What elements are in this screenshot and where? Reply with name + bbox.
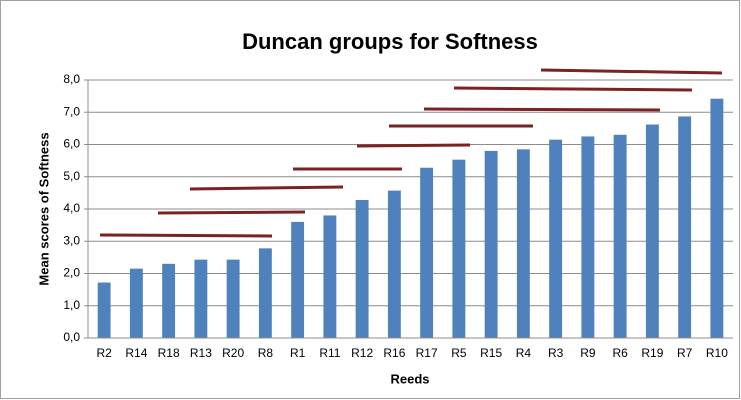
y-tick-label: 2,0 <box>63 266 80 280</box>
y-tick-label: 5,0 <box>63 169 80 183</box>
bar <box>452 159 466 338</box>
x-tick-label: R13 <box>190 346 212 360</box>
y-tick-label: 0,0 <box>63 330 80 344</box>
y-tick-label: 3,0 <box>63 233 80 247</box>
bar <box>97 282 111 338</box>
group-line <box>540 68 723 75</box>
bar <box>549 139 563 338</box>
plot: 0,0 1,0 2,0 3,0 4,0 5,0 6,0 7,0 8,0 R2 R14 R18 R13 R2… <box>63 72 733 360</box>
x-tick-label: R9 <box>580 346 596 360</box>
chart-title: Duncan groups for Softness <box>242 29 538 54</box>
x-tick-label: R16 <box>383 346 405 360</box>
x-tick-label: R3 <box>548 346 564 360</box>
x-tick-label: R6 <box>612 346 628 360</box>
group-line <box>157 210 306 215</box>
bar <box>323 215 337 338</box>
group-line <box>356 143 471 148</box>
bar <box>420 167 434 338</box>
y-tick-label: 6,0 <box>63 137 80 151</box>
duncan-groups <box>99 68 723 238</box>
bar <box>613 134 627 338</box>
x-tick-label: R5 <box>451 346 467 360</box>
bar <box>355 199 369 338</box>
group-line <box>189 185 344 191</box>
bar <box>162 263 176 338</box>
bar <box>484 150 498 338</box>
x-tick-label: R17 <box>416 346 438 360</box>
y-tick-label: 8,0 <box>63 72 80 86</box>
bar <box>678 116 692 338</box>
bar <box>226 259 240 338</box>
y-tick-label: 1,0 <box>63 298 80 312</box>
x-tick-label: R14 <box>125 346 147 360</box>
bar <box>258 248 272 338</box>
x-tick-label: R7 <box>677 346 693 360</box>
bar <box>194 259 208 338</box>
bar <box>645 124 659 338</box>
x-tick-label: R1 <box>290 346 306 360</box>
x-axis-label: Reeds <box>390 371 429 386</box>
x-tick-label: R18 <box>158 346 180 360</box>
x-tick-label: R12 <box>351 346 373 360</box>
bar <box>291 221 305 338</box>
group-line <box>99 233 273 238</box>
group-line <box>453 86 693 92</box>
x-tick-label: R19 <box>641 346 663 360</box>
x-tick-label: R8 <box>258 346 274 360</box>
y-tick-label: 4,0 <box>63 201 80 215</box>
bar <box>710 98 724 338</box>
x-tick-label: R4 <box>516 346 532 360</box>
bar <box>581 136 595 338</box>
y-axis-label: Mean scores of Softness <box>36 132 51 285</box>
x-tick-label: R20 <box>222 346 244 360</box>
x-tick-label: R15 <box>480 346 502 360</box>
bar <box>387 190 401 338</box>
group-line <box>423 107 661 112</box>
x-tick-label: R10 <box>706 346 728 360</box>
bar <box>129 268 143 338</box>
x-tick-label: R2 <box>96 346 112 360</box>
y-tick-label: 7,0 <box>63 104 80 118</box>
x-tick-label: R11 <box>319 346 340 360</box>
bar <box>516 149 530 338</box>
